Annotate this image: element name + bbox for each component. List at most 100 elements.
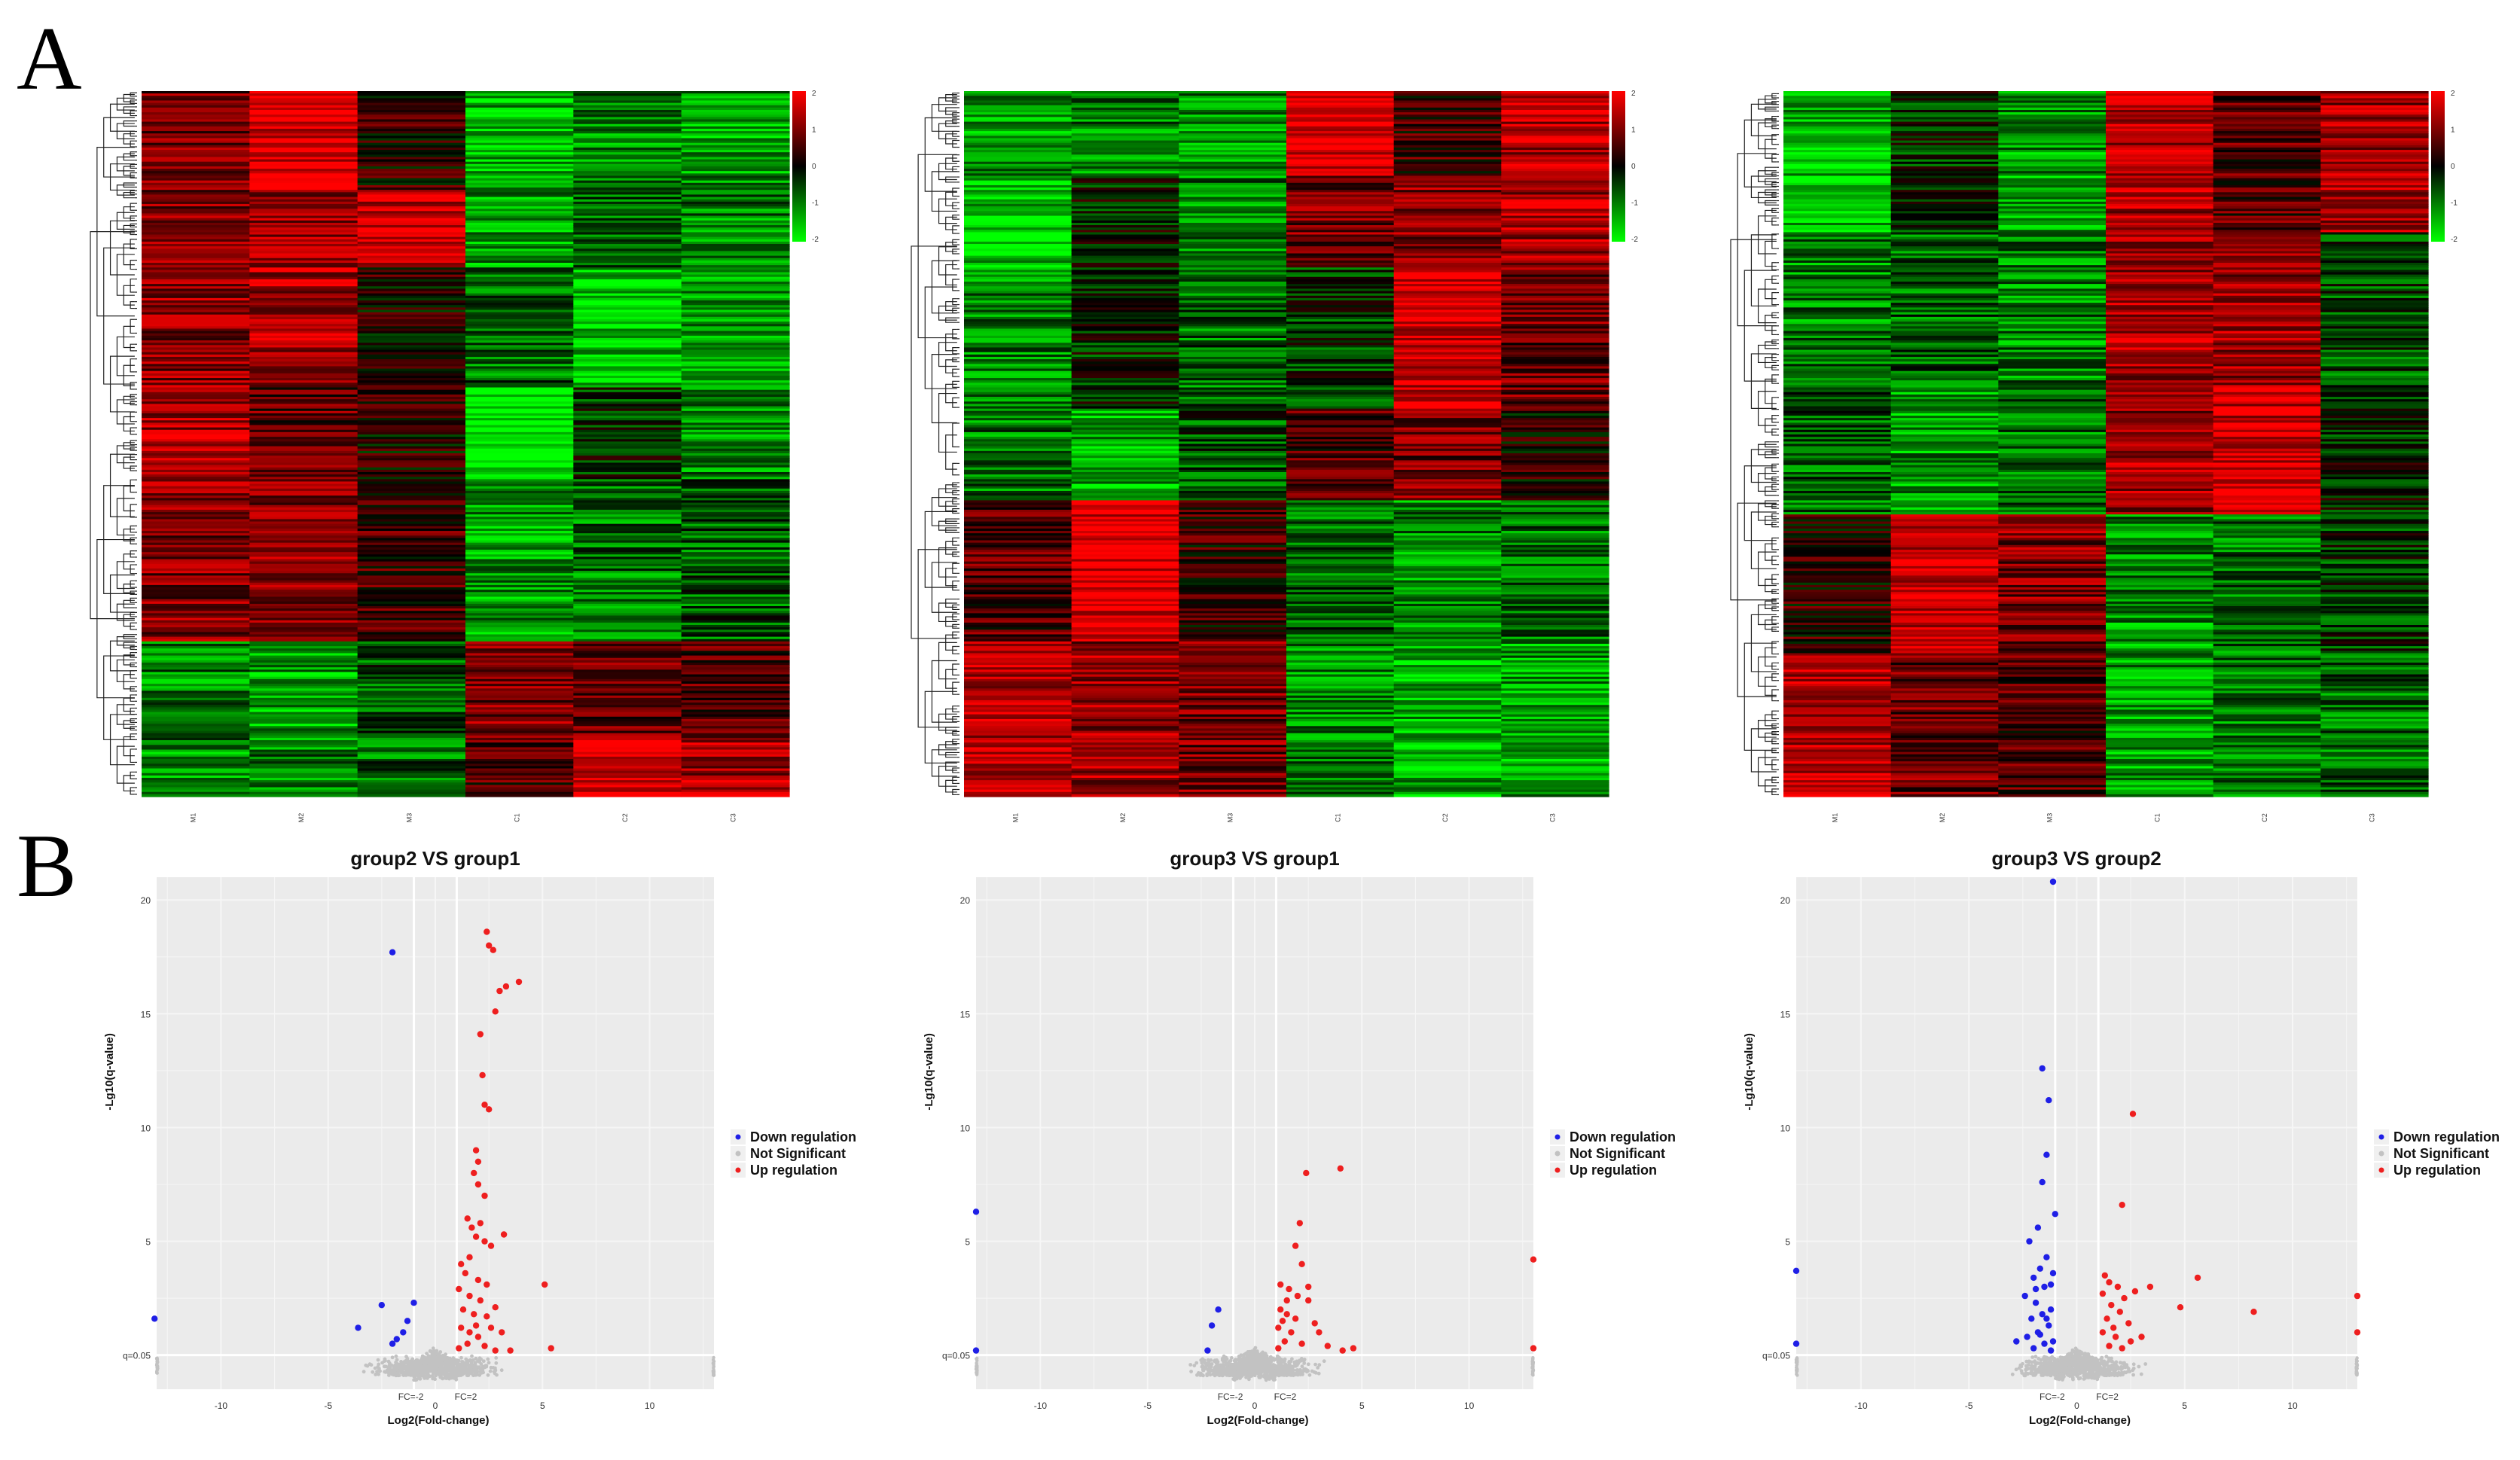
heatmap-cell xyxy=(681,291,790,294)
heatmap-cell xyxy=(357,721,466,724)
heatmap-cell xyxy=(1501,514,1609,517)
heatmap-cell xyxy=(1071,512,1179,515)
heatmap-cell xyxy=(1890,490,1999,494)
heatmap-cell xyxy=(1286,584,1395,588)
heatmap-cell xyxy=(357,636,466,640)
heatmap-cell xyxy=(142,244,250,247)
heatmap-cell xyxy=(964,401,1072,404)
heatmap-cell xyxy=(249,617,358,621)
heatmap-cell xyxy=(357,276,466,280)
heatmap-cell xyxy=(573,416,682,419)
heatmap-cell xyxy=(357,284,466,287)
heatmap-cell xyxy=(465,316,574,320)
heatmap-cell xyxy=(964,477,1072,480)
heatmap-cell xyxy=(1393,314,1502,318)
heatmap-cell xyxy=(1783,213,1892,217)
heatmap-cell xyxy=(964,634,1072,638)
heatmap-cell xyxy=(573,686,682,689)
heatmap-cell xyxy=(964,112,1072,115)
heatmap-cell xyxy=(1783,584,1892,588)
heatmap-cell xyxy=(249,425,358,428)
heatmap-cell xyxy=(1783,456,1892,459)
heatmap-cell xyxy=(1393,728,1502,732)
heatmap-cell xyxy=(681,517,790,520)
heatmap-cell xyxy=(465,150,574,153)
heatmap-cell xyxy=(1783,528,1892,532)
heatmap-cell xyxy=(1071,267,1179,270)
heatmap-cell xyxy=(573,166,682,169)
heatmap-cell xyxy=(249,603,358,607)
heatmap-cell xyxy=(573,356,682,360)
heatmap-cell xyxy=(1179,126,1287,130)
heatmap-cell xyxy=(249,657,358,661)
heatmap-cell xyxy=(465,456,574,459)
heatmap-cell xyxy=(1393,625,1502,628)
heatmap-cell xyxy=(1286,199,1395,203)
heatmap-cell xyxy=(964,291,1072,294)
heatmap-cell xyxy=(249,636,358,640)
heatmap-cell xyxy=(573,488,682,492)
heatmap-cell xyxy=(681,300,790,303)
heatmap-cell xyxy=(357,613,466,617)
heatmap-cell xyxy=(1071,554,1179,558)
heatmap-cell xyxy=(1179,590,1287,593)
heatmap-cell xyxy=(1890,211,1999,215)
heatmap-cell xyxy=(249,678,358,682)
heatmap-cell xyxy=(1393,780,1502,783)
heatmap-cell xyxy=(1890,293,1999,297)
heatmap-cell xyxy=(1783,220,1892,224)
heatmap-cell xyxy=(681,364,790,367)
heatmap-cell xyxy=(1071,712,1179,715)
heatmap-cell xyxy=(1890,456,1999,459)
heatmap-cell xyxy=(142,136,250,139)
heatmap-cell xyxy=(465,284,574,287)
heatmap-cell xyxy=(964,284,1072,287)
heatmap-cell xyxy=(1393,161,1502,165)
heatmap-cell xyxy=(1393,730,1502,734)
heatmap-cell xyxy=(964,314,1072,318)
heatmap-cell xyxy=(1783,703,1892,706)
heatmap-cell xyxy=(964,150,1072,153)
heatmap-cell xyxy=(1783,657,1892,661)
heatmap-cell xyxy=(1783,674,1892,678)
heatmap-cell xyxy=(357,794,466,797)
heatmap-cell xyxy=(249,533,358,536)
heatmap-cell xyxy=(1890,460,1999,464)
heatmap-cell xyxy=(1179,361,1287,364)
heatmap-cell xyxy=(357,297,466,301)
heatmap-cell xyxy=(1179,163,1287,167)
heatmap-cell xyxy=(1179,180,1287,184)
heatmap-cell xyxy=(573,366,682,370)
heatmap-cell xyxy=(1286,236,1395,240)
heatmap-cell xyxy=(1501,712,1609,715)
heatmap-cell xyxy=(1179,556,1287,560)
heatmap-cell xyxy=(249,102,358,106)
heatmap-cell xyxy=(1286,225,1395,228)
heatmap-cell xyxy=(1393,209,1502,212)
heatmap-cell xyxy=(1890,93,1999,96)
heatmap-cell xyxy=(681,305,790,308)
heatmap-cell xyxy=(964,276,1072,280)
heatmap-cell xyxy=(1071,366,1179,370)
heatmap-cell xyxy=(465,314,574,318)
heatmap-cell xyxy=(1071,559,1179,562)
heatmap-cell xyxy=(573,260,682,264)
heatmap-cell xyxy=(1783,749,1892,753)
heatmap-cell xyxy=(1179,726,1287,730)
heatmap-cell xyxy=(1393,255,1502,259)
heatmap-cell xyxy=(249,575,358,579)
heatmap-cell xyxy=(681,383,790,386)
heatmap-cell xyxy=(1286,674,1395,678)
heatmap-cell xyxy=(1286,533,1395,536)
heatmap-cell xyxy=(573,114,682,117)
heatmap-cell xyxy=(465,119,574,123)
heatmap-cell xyxy=(142,745,250,748)
heatmap-cell xyxy=(357,123,466,127)
heatmap-cell xyxy=(249,749,358,753)
heatmap-cell xyxy=(465,199,574,203)
heatmap-cell xyxy=(142,693,250,696)
heatmap-cell xyxy=(465,594,574,598)
heatmap-cell xyxy=(142,533,250,536)
heatmap-cell xyxy=(1286,495,1395,498)
heatmap-cell xyxy=(1179,684,1287,687)
